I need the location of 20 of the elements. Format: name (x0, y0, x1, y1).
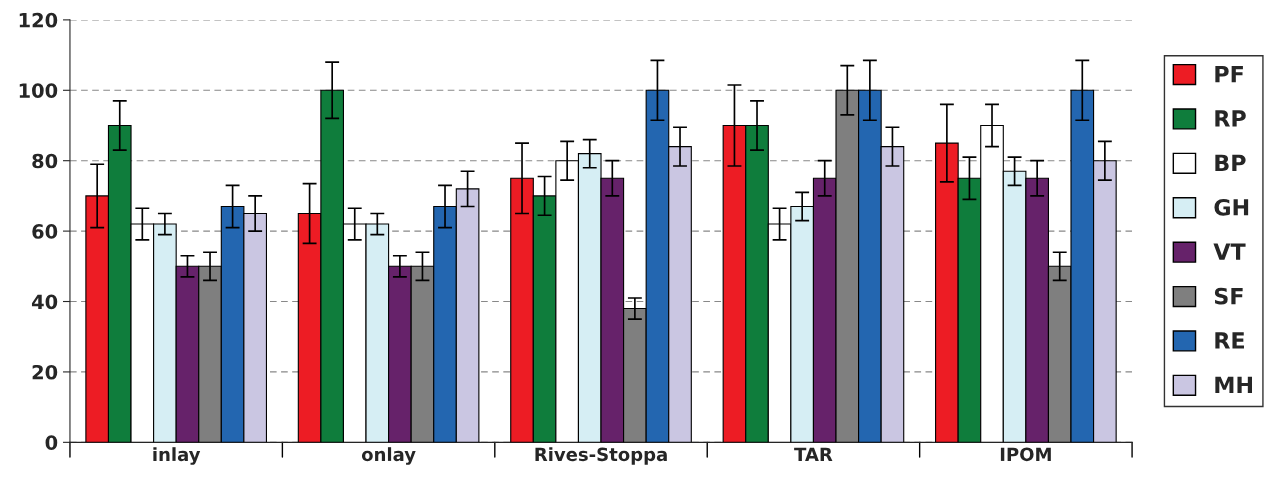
y-tick-label: 120 (19, 12, 58, 28)
x-tick-label: onlay (361, 447, 416, 465)
y-tick-label: 20 (32, 364, 58, 380)
legend-label: MH (1215, 376, 1252, 393)
y-tick-label: 80 (32, 153, 58, 169)
y-tick-label: 40 (31, 294, 58, 310)
x-tick-label: inlay (153, 447, 201, 465)
legend-label: RE (1215, 332, 1244, 349)
x-tick-label: TAR (794, 447, 833, 461)
y-tick-label: 60 (32, 224, 58, 239)
legend-label: VT (1213, 243, 1246, 260)
x-tick-label: IPOM (1000, 447, 1051, 462)
legend-label: BP (1215, 154, 1246, 171)
legend-label: RP (1215, 110, 1246, 127)
y-tick-label: 0 (45, 435, 58, 450)
x-tick-label: Rives-Stoppa (535, 447, 667, 465)
legend-label: GH (1214, 198, 1249, 216)
y-tick-label: 100 (19, 83, 58, 98)
legend-label: SF (1214, 287, 1243, 305)
legend-label: PF (1215, 65, 1243, 83)
